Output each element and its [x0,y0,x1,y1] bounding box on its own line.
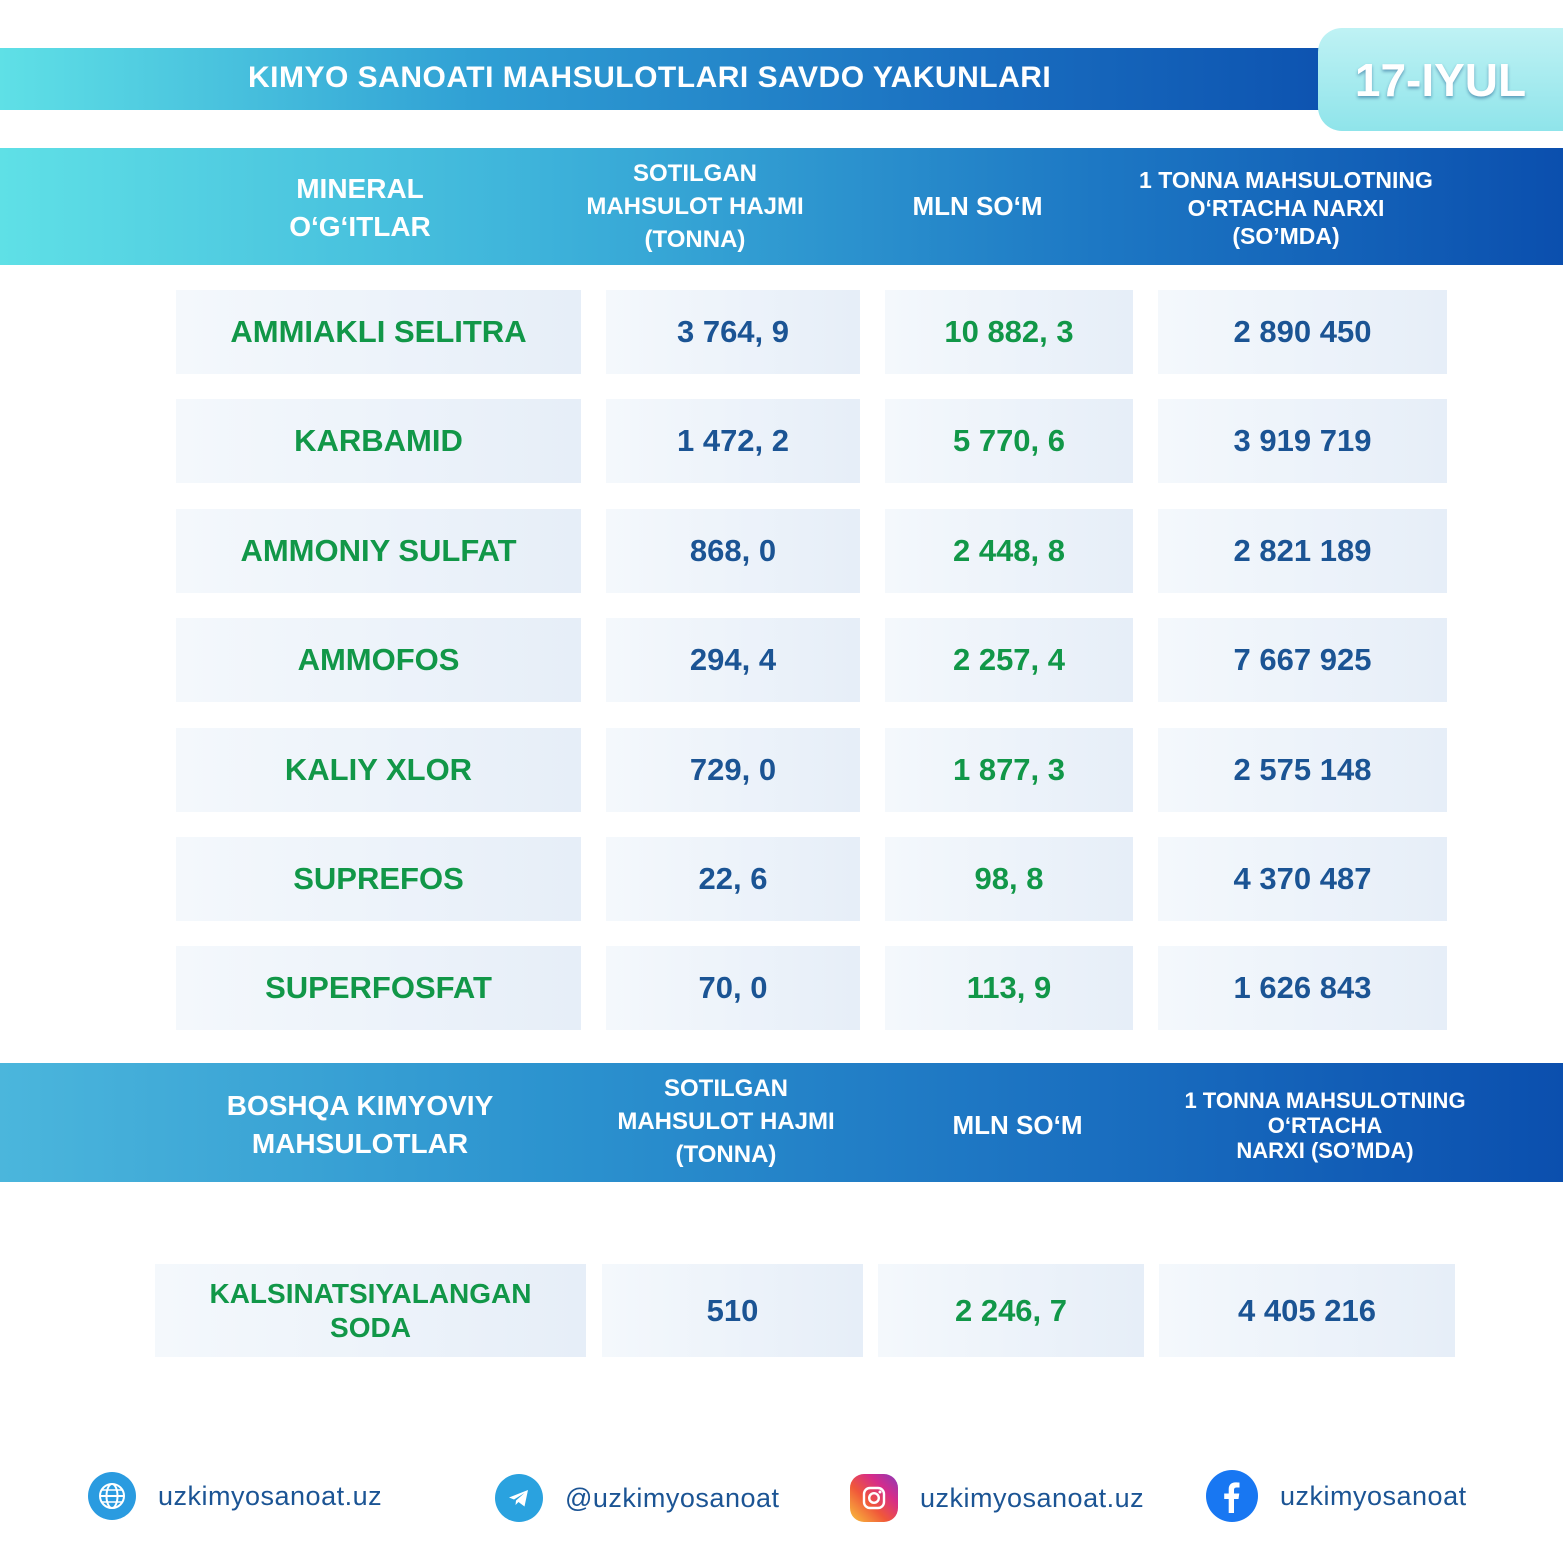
table-row-price: 2 821 189 [1158,509,1447,593]
table-row-mln: 1 877, 3 [885,728,1133,812]
footer-facebook[interactable]: uzkimyosanoat [1206,1470,1467,1522]
table-row-name: AMMOFOS [176,618,581,702]
footer-instagram[interactable]: uzkimyosanoat.uz [850,1474,1144,1522]
table-row-price: 1 626 843 [1158,946,1447,1030]
table-row-price: 2 575 148 [1158,728,1447,812]
table-row-volume: 22, 6 [606,837,860,921]
table-row-name: KALIY XLOR [176,728,581,812]
title-banner [0,48,1380,110]
date-badge: 17-IYUL [1318,28,1563,131]
table-row-name: KALSINATSIYALANGAN SODA [155,1264,586,1357]
table2-col-price: 1 TONNA MAHSULOTNING O‘RTACHA NARXI (SO’… [1184,1087,1466,1163]
table-row-name: SUPREFOS [176,837,581,921]
table1-col-category: MINERAL O‘G‘ITLAR [289,173,431,242]
table-row-name: SUPERFOSFAT [176,946,581,1030]
table-row-name: AMMIAKLI SELITRA [176,290,581,374]
table2-col-category: BOSHQA KIMYOVIY MAHSULOTLAR [226,1090,494,1159]
table1-col-volume: SOTILGAN MAHSULOT HAJMI (TONNA) [586,159,804,253]
page-title: KIMYO SANOATI MAHSULOTLARI SAVDO YAKUNLA… [248,61,1052,94]
table1-header: MINERAL O‘G‘ITLAR SOTILGAN MAHSULOT HAJM… [0,148,1563,265]
table-row-volume: 3 764, 9 [606,290,860,374]
table-row-name: AMMONIY SULFAT [176,509,581,593]
table2-col-volume: SOTILGAN MAHSULOT HAJMI (TONNA) [617,1074,835,1168]
table2-col-mln: MLN SO‘M [952,1109,1083,1140]
table-row-mln: 5 770, 6 [885,399,1133,483]
table-row-price: 3 919 719 [1158,399,1447,483]
facebook-icon [1206,1470,1258,1522]
footer-instagram-text: uzkimyosanoat.uz [920,1482,1145,1513]
footer-facebook-text: uzkimyosanoat [1280,1480,1467,1511]
table-row-mln: 2 257, 4 [885,618,1133,702]
table-row-price: 4 370 487 [1158,837,1447,921]
table-row-mln: 2 246, 7 [878,1264,1144,1357]
globe-icon [88,1472,136,1520]
table-row-mln: 98, 8 [885,837,1133,921]
table-row-volume: 510 [602,1264,863,1357]
table-row-volume: 729, 0 [606,728,860,812]
table-row-volume: 70, 0 [606,946,860,1030]
table-row-price: 2 890 450 [1158,290,1447,374]
table1-col-mln: MLN SO‘M [912,190,1043,221]
telegram-icon [495,1474,543,1522]
footer-website[interactable]: uzkimyosanoat.uz [88,1472,382,1520]
table-row-volume: 294, 4 [606,618,860,702]
table-row-price: 7 667 925 [1158,618,1447,702]
table-row-volume: 868, 0 [606,509,860,593]
table-row-mln: 10 882, 3 [885,290,1133,374]
table1-col-price: 1 TONNA MAHSULOTNING O‘RTACHA NARXI (SO’… [1139,167,1433,249]
footer-website-text: uzkimyosanoat.uz [158,1480,383,1511]
footer-telegram[interactable]: @uzkimyosanoat [495,1474,780,1522]
footer-telegram-text: @uzkimyosanoat [565,1482,780,1513]
table-row-mln: 2 448, 8 [885,509,1133,593]
table-row-volume: 1 472, 2 [606,399,860,483]
table-row-price: 4 405 216 [1159,1264,1455,1357]
table-row-name: KARBAMID [176,399,581,483]
instagram-icon [850,1474,898,1522]
table2-header: BOSHQA KIMYOVIY MAHSULOTLAR SOTILGAN MAH… [0,1063,1563,1182]
table-row-mln: 113, 9 [885,946,1133,1030]
